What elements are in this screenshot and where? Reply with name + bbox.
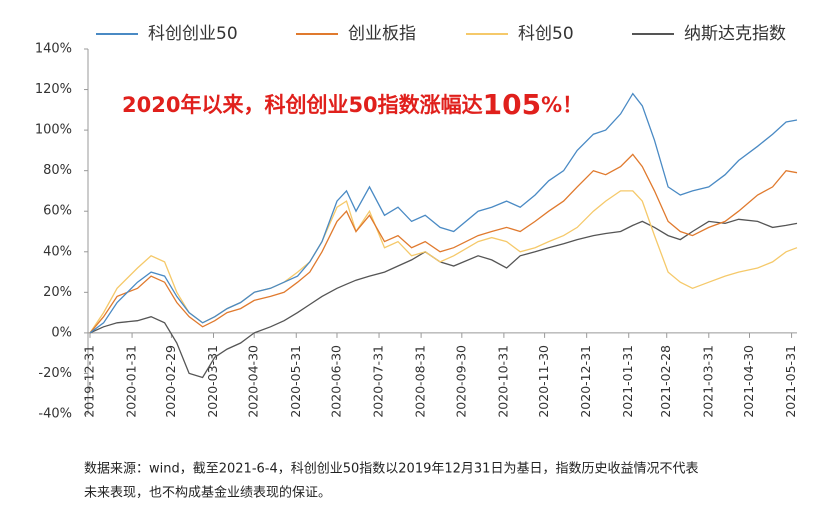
x-tick-label: 2020-02-29: [163, 345, 178, 418]
y-tick-label: 20%: [43, 285, 72, 300]
y-tick-label: 0%: [51, 325, 72, 340]
x-tick-label: 2021-03-31: [700, 345, 715, 418]
x-tick-label: 2021-04-30: [741, 345, 756, 418]
x-tick-label: 2020-11-30: [536, 345, 551, 418]
x-tick-label: 2020-01-31: [124, 345, 139, 418]
annotation-suffix: %！: [541, 93, 583, 117]
y-tick-label: 120%: [35, 82, 72, 97]
series-line: [89, 190, 798, 334]
legend-label: 纳斯达克指数: [684, 24, 786, 44]
x-tick-label: 2020-03-31: [205, 345, 220, 418]
x-tick-label: 2020-09-30: [453, 345, 468, 418]
annotation-text: 2020年以来，科创创业50指数涨幅达: [122, 93, 483, 117]
y-tick-label: 140%: [35, 42, 72, 57]
x-tick-label: 2021-02-28: [658, 345, 673, 418]
x-tick-label: 2020-05-31: [288, 345, 303, 418]
x-tick-label: 2021-01-31: [620, 345, 635, 418]
x-tick-label: 2020-04-30: [246, 345, 261, 418]
y-tick-label: 40%: [43, 244, 72, 259]
y-tick-label: 100%: [35, 123, 72, 138]
series-line: [89, 218, 798, 379]
legend-label: 创业板指: [348, 24, 416, 44]
x-tick-label: 2020-07-31: [371, 345, 386, 418]
footnote: 未来表现，也不构成基金业绩表现的保证。: [84, 485, 331, 501]
x-tick-label: 2021-05-31: [783, 345, 798, 418]
annotation-highlight: 105: [483, 88, 541, 121]
legend-label: 科创50: [518, 24, 574, 44]
legend-label: 科创创业50: [148, 24, 238, 44]
y-tick-label: 60%: [43, 204, 72, 219]
annotation: 2020年以来，科创创业50指数涨幅达105%！: [122, 88, 583, 121]
y-tick-label: -40%: [38, 407, 72, 422]
x-tick-label: 2019-12-31: [82, 345, 97, 418]
x-tick-label: 2020-08-31: [413, 345, 428, 418]
x-tick-label: 2020-10-31: [495, 345, 510, 418]
series-line: [89, 92, 798, 334]
footnote: 数据来源：wind，截至2021-6-4，科创创业50指数以2019年12月31…: [84, 462, 698, 477]
x-tick-label: 2020-06-30: [328, 345, 343, 418]
x-tick-label: 2020-12-31: [578, 345, 593, 418]
y-tick-label: -20%: [38, 366, 72, 381]
series-line: [89, 153, 798, 334]
y-tick-label: 80%: [43, 163, 72, 178]
